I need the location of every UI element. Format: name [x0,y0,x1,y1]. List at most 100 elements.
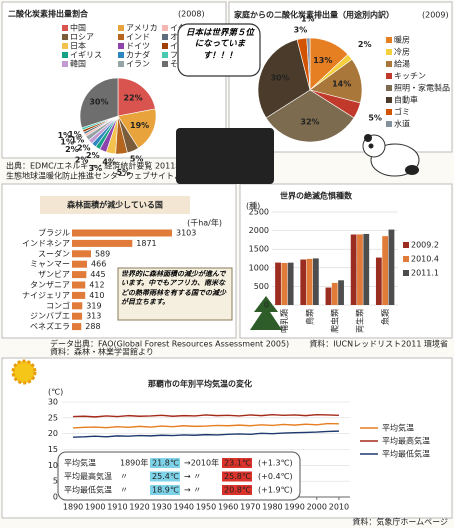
legend-swatch [162,43,168,49]
bar [357,234,363,305]
y-tick-label: 20 [48,429,58,438]
x-tick-label: 哺乳類 [279,309,289,333]
legend-label: ドイツ [126,42,150,51]
infographic: 二酸化炭素排出量割合(2008)22%中国19%アメリカ5%ロシア5%インド4%… [0,0,454,528]
panda-eye [369,144,374,149]
legend-label: 照明・家電製品 [394,83,450,93]
legend-label: 水道 [394,119,410,129]
legend-label: アメリカ [126,24,158,33]
chart-title: 森林面積が減少している国 [67,200,163,210]
table-cell: 18.9℃ [152,486,179,495]
chart-subtitle: (2009) [422,11,449,20]
legend-swatch [118,52,124,58]
legend-label: 平均最低気温 [382,449,430,459]
legend-label: 給湯 [394,59,410,69]
legend-label: イラン [126,60,150,69]
table-cell: 25.4℃ [152,472,179,481]
x-tick-label: 鳥類 [304,309,314,325]
x-tick-label: 1970 [240,503,260,512]
bar [72,292,85,299]
chart-title: 那覇市の年別平均気温の変化 [148,379,252,389]
legend-label: ゴミ [394,107,410,117]
legend-swatch [403,256,409,262]
legend-swatch [386,97,392,103]
legend-label: 2011.1 [411,269,439,278]
legend-swatch [62,25,68,31]
source: 出典：EDMC/エネルギー・経済統計要覧 2011年版 [6,161,191,171]
bar [376,258,382,305]
value-label: 313 [86,312,101,321]
value-label: 3103 [176,229,196,238]
value-label: 1871 [136,239,156,248]
table-cell: 〃 [120,472,128,481]
x-tick-label: 1920 [129,503,149,512]
table-cell: 平均気温 [64,458,96,468]
bar [72,282,85,289]
category-label: ベネズエラ [30,321,70,331]
y-tick-label: 15 [48,445,58,454]
x-tick-label: 魚類 [380,309,390,325]
y-tick-label: 30 [48,398,58,407]
legend-swatch [386,121,392,127]
legend-swatch [386,61,392,67]
table-cell: → 〃 [184,486,201,495]
x-tick-label: 1890 [63,503,83,512]
table-cell: 1890年 [120,458,148,468]
category-label: ナイジェリア [22,291,70,300]
bar [72,313,82,320]
value-label: 288 [85,322,100,331]
value-label: 589 [95,249,110,258]
chart-subtitle: (2008) [178,10,205,19]
unit-label: (千ha/年) [187,218,222,228]
source: 生態地球温暖化防止推進センターウェブサイトより [6,171,190,181]
bar [351,235,357,305]
x-tick-label: 1950 [196,503,216,512]
category-label: タンザニア [30,281,70,290]
banner-text: いろんな所に [201,139,249,149]
x-tick-label: 2010 [329,503,349,512]
legend-swatch [403,242,409,248]
table-cell: 21.8℃ [152,459,179,468]
y-axis-label: (℃) [48,388,63,397]
table-cell: 20.8℃ [224,486,251,495]
y-tick-label: 10 [48,461,58,470]
category-label: コンゴ [46,300,70,310]
panda-ear [364,134,372,142]
bar [363,234,369,305]
legend-swatch [62,61,68,67]
x-tick-label: 1980 [262,503,282,512]
category-label: ジンバブエ [30,311,70,321]
table-cell: →2010年 [184,458,219,468]
slice-label: 13% [313,56,332,65]
table-cell: 平均最高気温 [64,471,112,481]
bar [326,288,332,305]
table-cell: (+1.3℃) [258,459,293,468]
source: 資料：気象庁ホームページ [352,517,448,527]
bar [72,240,132,247]
value-label: 319 [86,301,101,310]
bar [382,236,388,305]
legend-swatch [386,109,392,115]
x-tick-label: 両生類 [355,309,365,333]
sun-icon [13,361,35,383]
category-label: スーダン [38,248,70,258]
legend-swatch [162,61,168,67]
bar [338,280,344,305]
banner-box [176,128,274,184]
y-tick-label: 25 [48,413,58,422]
legend-swatch [162,34,168,40]
table-cell: 平均最低気温 [64,485,112,495]
legend-label: 暖房 [394,35,410,45]
slice-label: 32% [300,118,319,127]
legend-label: 韓国 [70,59,86,69]
chart-title: 二酸化炭素排出量割合 [8,9,89,19]
y-tick-label: 0 [53,493,58,502]
y-tick-label: 1500 [249,245,269,254]
panda-leg [405,165,419,175]
bar [72,250,91,257]
speech-bubble-text-box: 日本は世界第５位になっています！！！ [184,28,256,74]
table-cell: (+0.4℃) [258,472,293,481]
chart-title: 世界の絶滅危惧種数 [280,191,353,201]
bar [72,323,81,330]
legend-label: 自動車 [394,95,418,105]
